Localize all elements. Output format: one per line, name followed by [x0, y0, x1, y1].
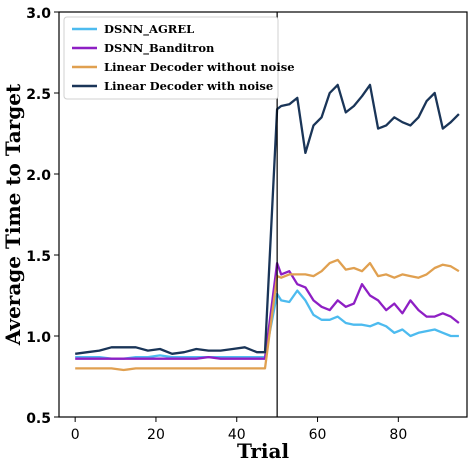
x-tick-label: 0 [71, 427, 80, 443]
legend-label: Linear Decoder without noise [104, 60, 295, 74]
y-tick-label: 2.0 [26, 168, 51, 184]
legend: DSNN_AGREL DSNN_Banditron Linear Decoder w… [63, 16, 295, 100]
y-axis: 0.5 1.0 1.5 2.0 2.5 3.0 [26, 6, 59, 427]
x-tick-label: 40 [228, 427, 246, 443]
legend-label: DSNN_Banditron [104, 41, 215, 56]
series-line-3 [75, 83, 460, 355]
legend-label: Linear Decoder with noise [104, 79, 273, 93]
x-axis-title: Trial [237, 439, 290, 463]
y-tick-label: 1.0 [26, 330, 51, 346]
series-line-1 [75, 261, 460, 360]
series-line-0 [75, 289, 459, 360]
legend-label: DSNN_AGREL [104, 22, 194, 37]
x-axis: 0 20 40 60 80 [71, 417, 407, 443]
y-tick-label: 2.5 [26, 87, 51, 103]
y-axis-title: Average Time to Target [1, 83, 25, 346]
series-line-2 [75, 258, 460, 372]
x-tick-label: 60 [309, 427, 327, 443]
x-tick-label: 80 [389, 427, 407, 443]
y-tick-label: 0.5 [26, 411, 51, 427]
y-tick-label: 3.0 [26, 6, 51, 22]
legend-box [63, 16, 279, 100]
plot-frame [58, 11, 468, 418]
chart-marks [75, 12, 460, 417]
x-tick-label: 20 [147, 427, 165, 443]
y-tick-label: 1.5 [26, 249, 51, 265]
